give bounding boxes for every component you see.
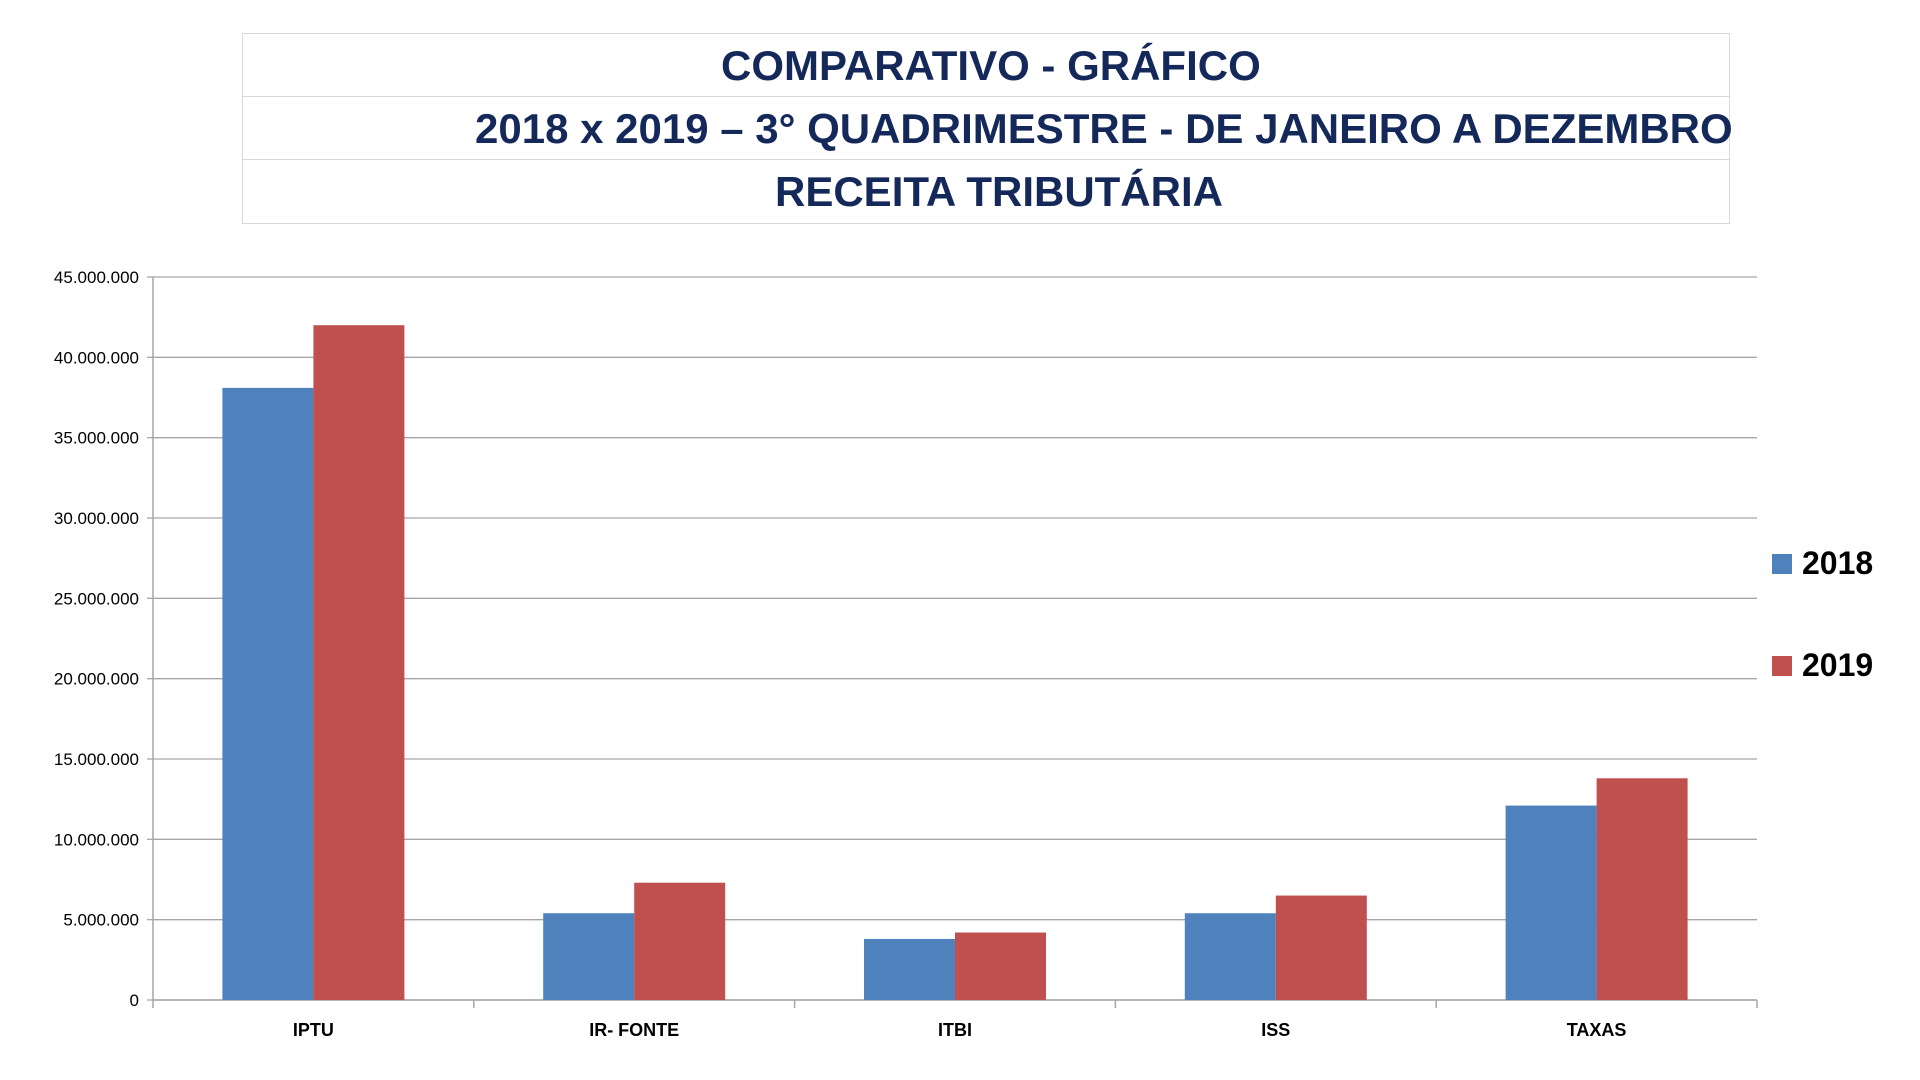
legend-item-2019: 2019 [1772,645,1873,685]
y-tick-label: 45.000.000 [54,268,139,287]
chart-title-line-2: 2018 x 2019 – 3° QUADRIMESTRE - DE JANEI… [475,105,1733,152]
x-category-label: IPTU [293,1020,334,1040]
legend-swatch-2018 [1772,553,1792,574]
bar-2019-iss [1275,895,1367,1000]
y-tick-label: 30.000.000 [54,509,139,528]
y-tick-label: 40.000.000 [54,348,139,367]
legend-label-2019: 2019 [1802,647,1874,683]
bar-2019-iptu [313,325,405,1000]
y-tick-label: 25.000.000 [54,589,139,608]
legend-swatch-2019 [1772,655,1792,676]
x-category-label: ITBI [938,1020,972,1040]
title-row-2: 2018 x 2019 – 3° QUADRIMESTRE - DE JANEI… [243,97,1733,160]
x-category-label: IR- FONTE [589,1020,679,1040]
legend-item-2018: 2018 [1772,543,1873,583]
x-category-label: ISS [1261,1020,1290,1040]
y-tick-label: 10.000.000 [54,830,139,849]
bar-2018-iptu [222,387,314,1000]
y-tick-label: 5.000.000 [63,911,139,930]
y-tick-label: 35.000.000 [54,429,139,448]
bar-2018-ir-fonte [543,913,635,1000]
legend-label-2018: 2018 [1802,545,1874,581]
bar-2019-taxas [1596,778,1688,1000]
y-tick-label: 15.000.000 [54,750,139,769]
x-category-label: TAXAS [1567,1020,1627,1040]
y-tick-label: 20.000.000 [54,670,139,689]
bar-2018-itbi [864,938,955,1000]
chart-title-line-1: COMPARATIVO - GRÁFICO [721,42,1261,89]
y-tick-label: 0 [130,991,139,1010]
title-row-1: COMPARATIVO - GRÁFICO [243,34,1729,97]
bar-2019-itbi [955,932,1046,1000]
title-row-3: RECEITA TRIBUTÁRIA [243,160,1729,223]
chart-title-box: COMPARATIVO - GRÁFICO 2018 x 2019 – 3° Q… [242,33,1733,224]
chart-title-line-3: RECEITA TRIBUTÁRIA [775,168,1223,215]
bar-2019-ir-fonte [634,882,726,1000]
bar-2018-iss [1184,913,1276,1000]
bar-2018-taxas [1505,805,1597,1000]
